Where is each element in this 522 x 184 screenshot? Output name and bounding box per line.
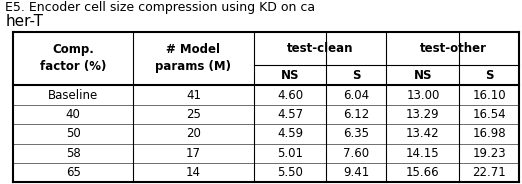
Text: 6.35: 6.35 [343, 128, 370, 140]
Text: 14: 14 [186, 166, 201, 179]
Text: 65: 65 [66, 166, 80, 179]
Text: 4.57: 4.57 [277, 108, 303, 121]
Text: # Model
params (M): # Model params (M) [156, 43, 231, 73]
Text: Baseline: Baseline [48, 89, 98, 102]
Text: 7.60: 7.60 [343, 147, 370, 160]
Text: 41: 41 [186, 89, 201, 102]
Text: 6.04: 6.04 [343, 89, 370, 102]
Text: 6.12: 6.12 [343, 108, 370, 121]
Text: 5.01: 5.01 [277, 147, 303, 160]
Text: 17: 17 [186, 147, 201, 160]
Text: 5.50: 5.50 [277, 166, 303, 179]
Text: 19.23: 19.23 [472, 147, 506, 160]
Text: 9.41: 9.41 [343, 166, 370, 179]
Text: S: S [352, 69, 361, 82]
Text: 58: 58 [66, 147, 80, 160]
Text: 25: 25 [186, 108, 201, 121]
Text: 40: 40 [66, 108, 80, 121]
Text: 50: 50 [66, 128, 80, 140]
Text: 13.00: 13.00 [406, 89, 440, 102]
Text: S: S [485, 69, 494, 82]
Text: 16.98: 16.98 [472, 128, 506, 140]
Text: E5. Encoder cell size compression using KD on ca: E5. Encoder cell size compression using … [5, 1, 315, 15]
Text: test-other: test-other [420, 42, 487, 55]
Text: 14.15: 14.15 [406, 147, 440, 160]
Text: 13.29: 13.29 [406, 108, 440, 121]
Text: 13.42: 13.42 [406, 128, 440, 140]
Text: 16.54: 16.54 [472, 108, 506, 121]
Text: 15.66: 15.66 [406, 166, 440, 179]
Text: 20: 20 [186, 128, 201, 140]
Text: 16.10: 16.10 [472, 89, 506, 102]
Text: test-clean: test-clean [287, 42, 353, 55]
Text: 22.71: 22.71 [472, 166, 506, 179]
Text: Comp.
factor (%): Comp. factor (%) [40, 43, 106, 73]
Text: NS: NS [413, 69, 432, 82]
Text: 4.60: 4.60 [277, 89, 303, 102]
Text: her-T: her-T [5, 14, 43, 29]
Text: NS: NS [281, 69, 299, 82]
Text: 4.59: 4.59 [277, 128, 303, 140]
